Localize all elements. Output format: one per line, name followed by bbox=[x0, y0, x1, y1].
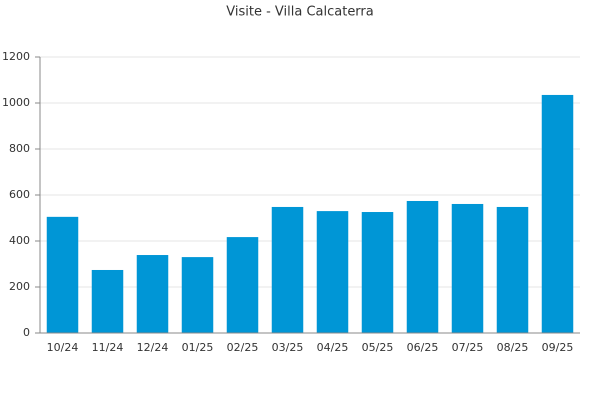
bar bbox=[406, 200, 439, 333]
x-tick-label: 09/25 bbox=[542, 341, 574, 354]
y-tick-label: 800 bbox=[9, 142, 30, 155]
x-tick-label: 10/24 bbox=[47, 341, 79, 354]
x-tick-label: 03/25 bbox=[272, 341, 304, 354]
bar bbox=[181, 257, 214, 333]
x-tick-label: 08/25 bbox=[497, 341, 529, 354]
x-tick-label: 12/24 bbox=[137, 341, 169, 354]
x-tick-label: 11/24 bbox=[92, 341, 124, 354]
y-tick-label: 1000 bbox=[2, 96, 30, 109]
x-tick-label: 06/25 bbox=[407, 341, 439, 354]
x-tick-label: 05/25 bbox=[362, 341, 394, 354]
bar bbox=[46, 216, 79, 333]
x-tick-label: 02/25 bbox=[227, 341, 259, 354]
bar bbox=[316, 211, 349, 333]
bar bbox=[226, 237, 259, 333]
x-tick-label: 07/25 bbox=[452, 341, 484, 354]
x-tick-label: 04/25 bbox=[317, 341, 349, 354]
bar bbox=[136, 255, 169, 333]
y-tick-label: 400 bbox=[9, 234, 30, 247]
bar bbox=[361, 212, 394, 333]
bar bbox=[541, 94, 574, 333]
chart-title: Visite - Villa Calcaterra bbox=[226, 5, 374, 20]
y-tick-label: 0 bbox=[23, 326, 30, 339]
x-tick-label: 01/25 bbox=[182, 341, 214, 354]
y-tick-label: 1200 bbox=[2, 50, 30, 63]
y-tick-label: 200 bbox=[9, 280, 30, 293]
bar bbox=[496, 206, 529, 333]
y-tick-label: 600 bbox=[9, 188, 30, 201]
bar bbox=[91, 269, 124, 333]
bar bbox=[271, 206, 304, 333]
bar bbox=[451, 203, 484, 333]
